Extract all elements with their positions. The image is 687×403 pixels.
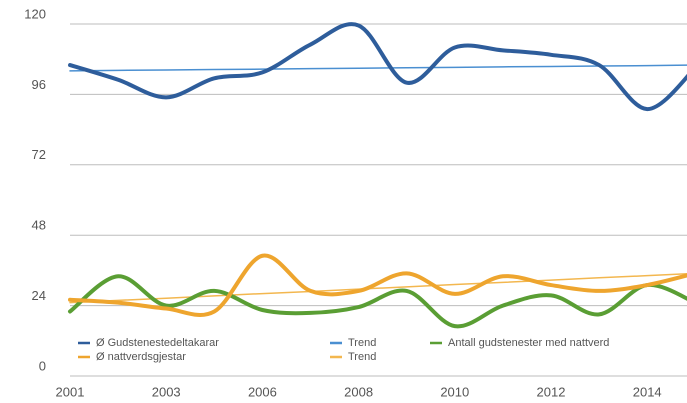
legend-label: Ø nattverdsgjestar [96, 351, 186, 363]
legend-label: Antall gudstenester med nattverd [448, 337, 609, 349]
legend-label: Trend [348, 337, 376, 349]
legend-label: Ø Gudstenestedeltakarar [96, 337, 219, 349]
y-tick-label: 24 [32, 288, 46, 303]
y-tick-label: 48 [32, 218, 46, 233]
y-tick-label: 0 [39, 358, 46, 373]
y-tick-label: 120 [24, 6, 46, 21]
x-tick-label: 2001 [56, 384, 85, 399]
series-line [68, 22, 687, 112]
x-tick-label: 2012 [537, 384, 566, 399]
legend-label: Trend [348, 351, 376, 363]
x-tick-label: 2006 [248, 384, 277, 399]
series-line [68, 253, 687, 317]
x-tick-label: 2010 [440, 384, 469, 399]
y-tick-label: 96 [32, 77, 46, 92]
series-line [68, 274, 687, 329]
y-tick-label: 72 [32, 147, 46, 162]
x-tick-label: 2008 [344, 384, 373, 399]
x-tick-label: 2003 [152, 384, 181, 399]
x-tick-label: 2014 [633, 384, 662, 399]
plot [68, 22, 687, 329]
series-line [69, 64, 687, 72]
series-line [69, 272, 687, 304]
